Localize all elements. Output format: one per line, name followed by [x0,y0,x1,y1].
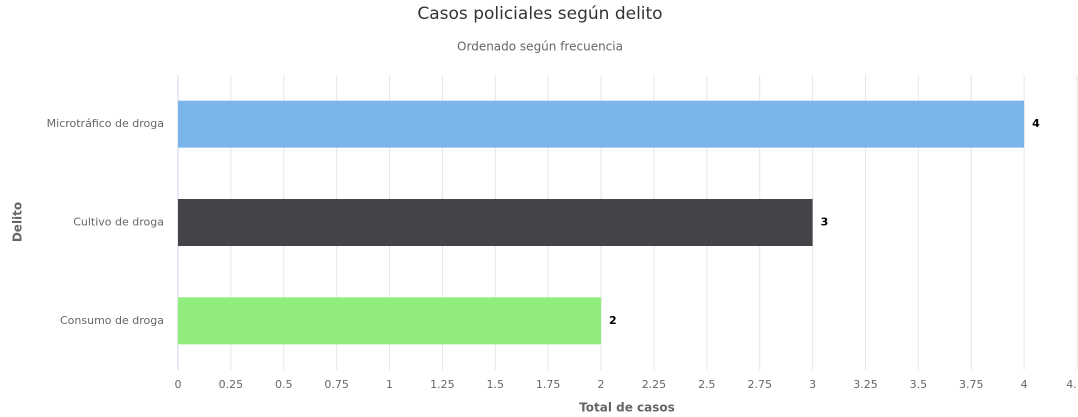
x-tick-label: 0 [175,378,182,391]
chart-subtitle: Ordenado según frecuencia [457,40,623,54]
x-tick-label: 2.75 [747,378,772,391]
x-tick-label: 2 [598,378,605,391]
y-axis-title: Delito [11,202,25,242]
data-label: 4 [1032,117,1040,130]
x-tick-label: 1.25 [430,378,455,391]
data-label: 2 [609,314,617,327]
x-tick-label: 3.75 [959,378,984,391]
x-tick-label: 3.25 [853,378,878,391]
x-tick-label: 1.5 [487,378,505,391]
y-tick-label: Cultivo de droga [73,216,164,229]
data-label: 3 [821,216,829,229]
x-axis-title: Total de casos [579,401,675,415]
x-tick-label: 4.… [1066,378,1078,391]
x-tick-label: 1.75 [536,378,561,391]
bar [178,199,813,246]
x-tick-label: 4 [1021,378,1028,391]
x-tick-label: 3 [809,378,816,391]
bar [178,297,602,345]
x-tick-label: 3.5 [910,378,928,391]
x-tick-label: 0.5 [275,378,293,391]
chart-title: Casos policiales según delito [417,4,662,24]
x-tick-label: 2.5 [698,378,716,391]
y-tick-label: Microtráfico de droga [47,117,164,130]
x-tick-label: 0.25 [219,378,244,391]
bar [178,100,1025,148]
x-tick-label: 1 [386,378,393,391]
x-tick-label: 0.75 [324,378,349,391]
x-tick-label: 2.25 [642,378,667,391]
y-tick-label: Consumo de droga [60,314,164,327]
